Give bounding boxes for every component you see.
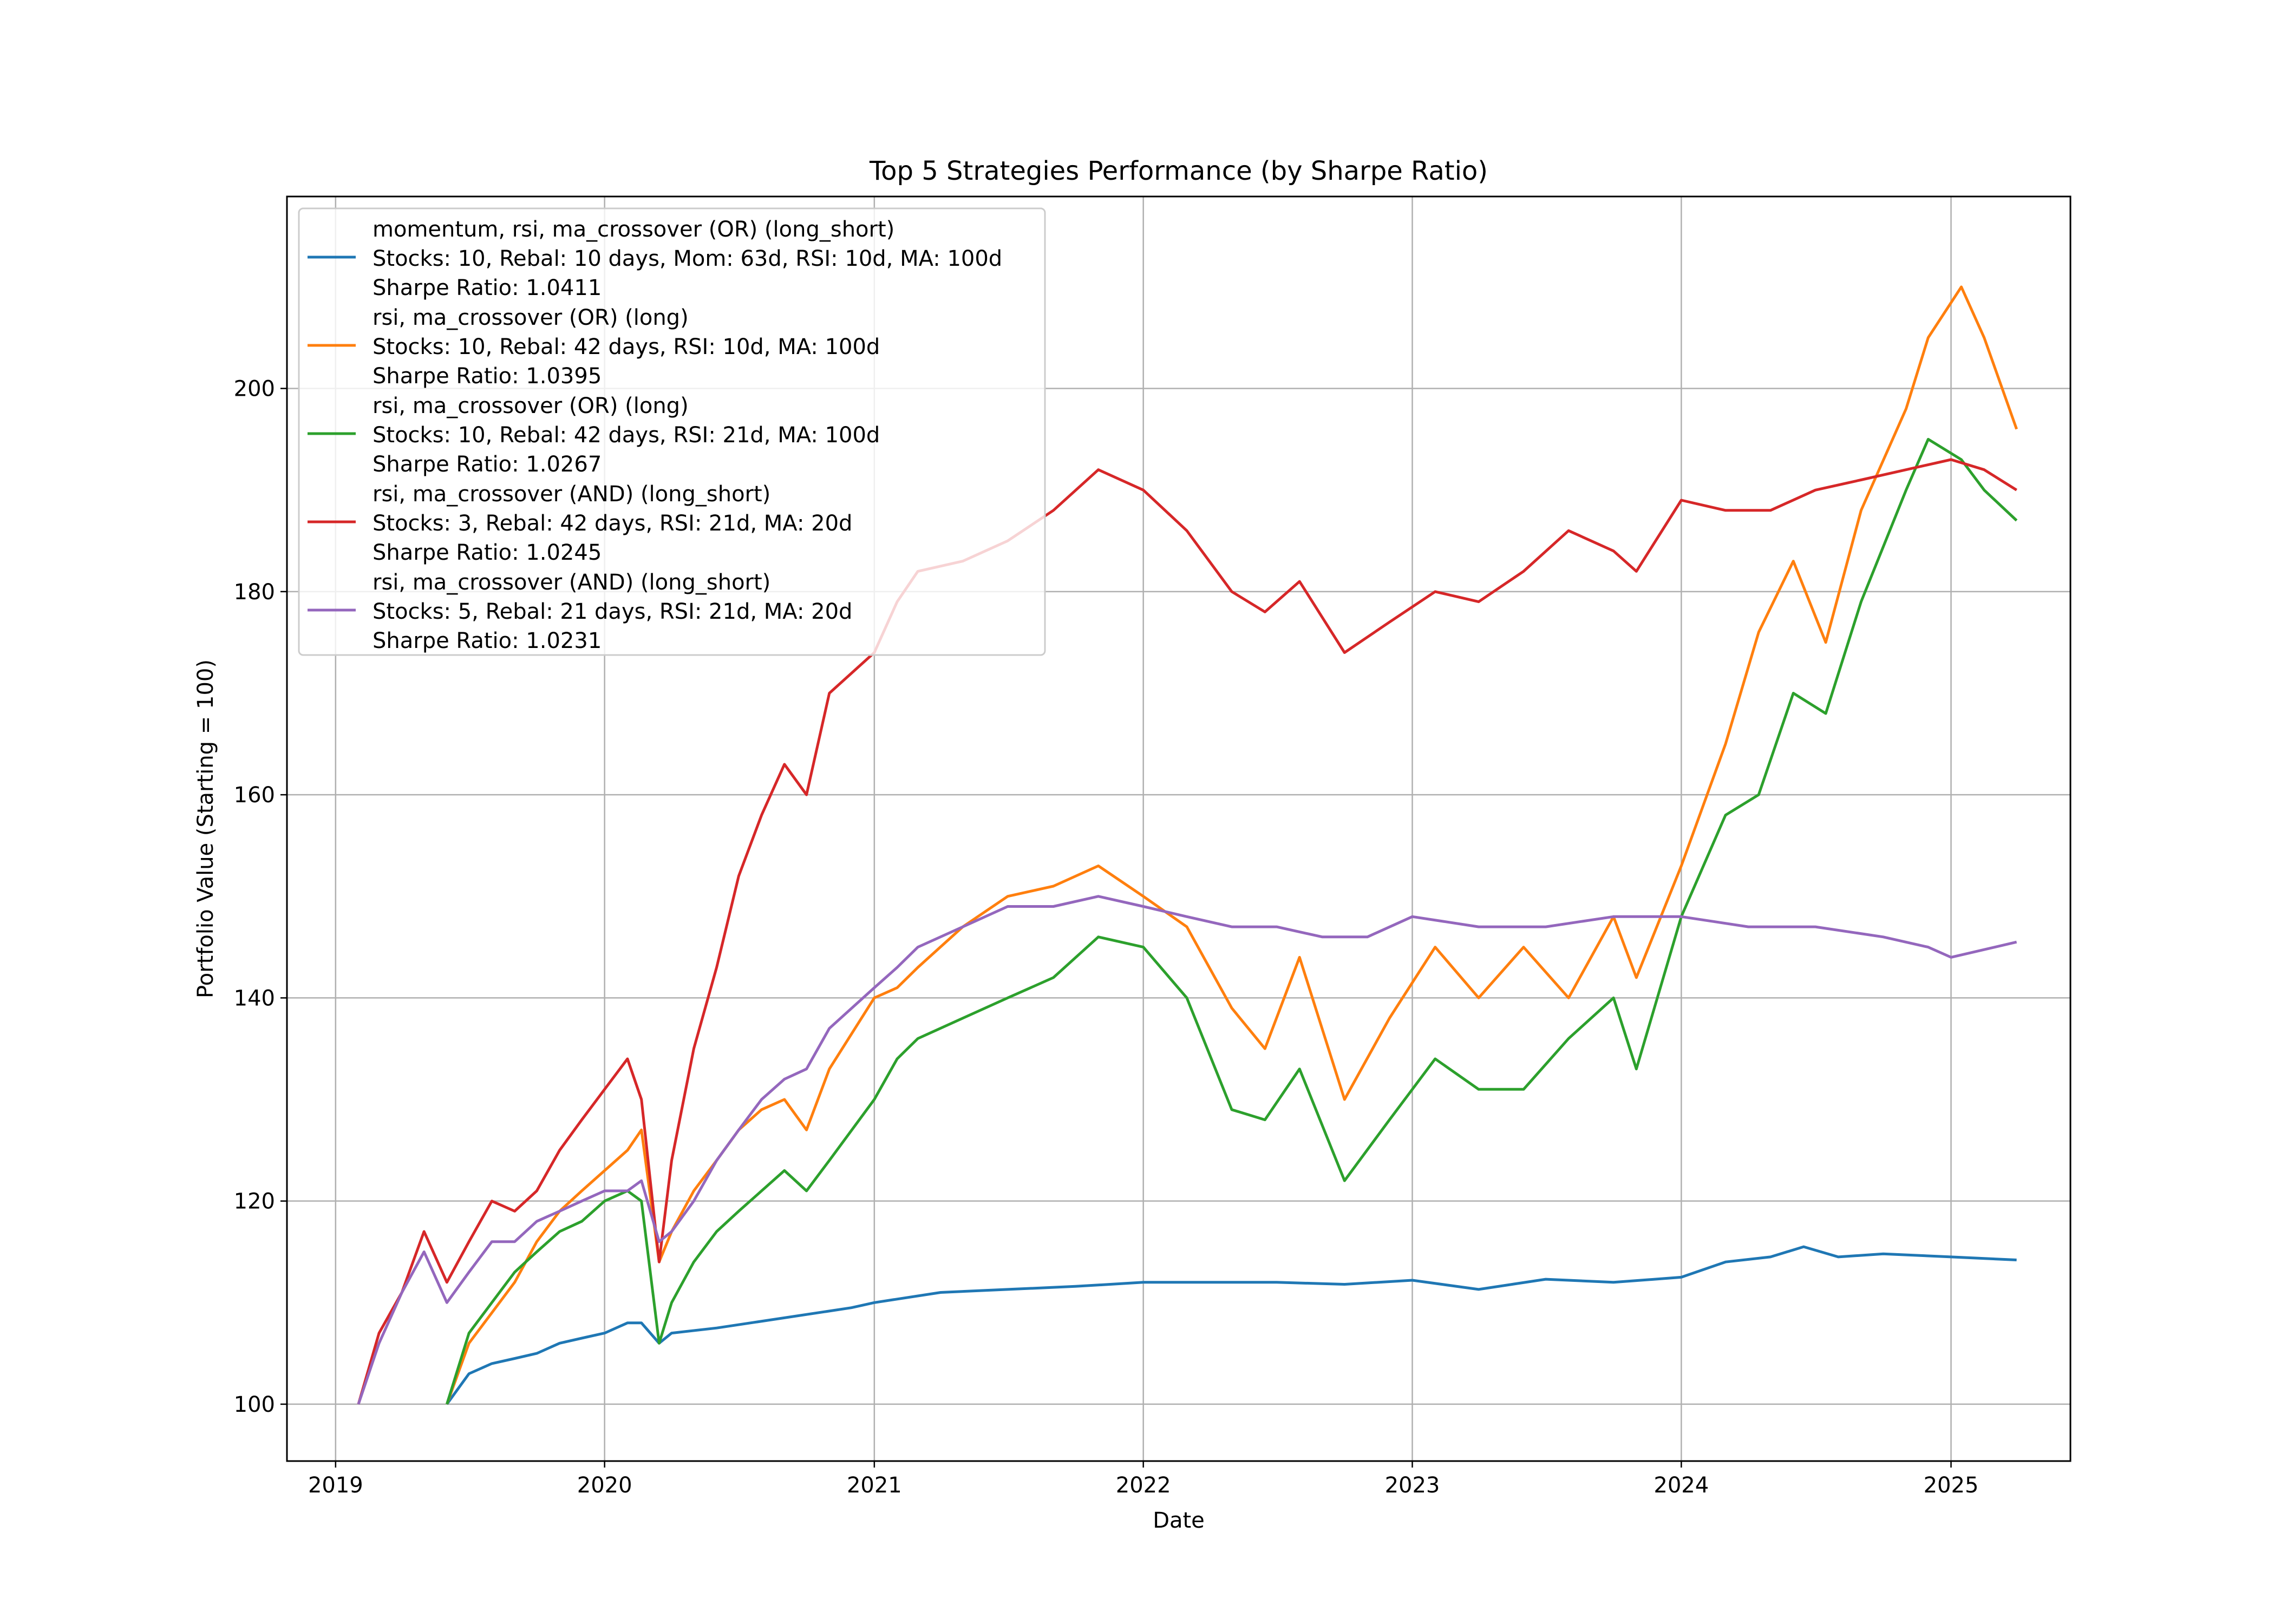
x-tick-label: 2022 (1116, 1473, 1171, 1498)
x-tick-label: 2025 (1924, 1473, 1979, 1498)
x-axis: 2019 2020 2021 2022 2023 2024 2025 (308, 1461, 1978, 1498)
axes-frame (286, 195, 2072, 1462)
series-line-5 (357, 895, 2017, 1405)
legend-entry-2: rsi, ma_crossover (OR) (long) Stocks: 10,… (373, 305, 880, 389)
series-line-1 (446, 1245, 2017, 1405)
x-tick-label: 2019 (308, 1473, 363, 1498)
legend-entry-4: rsi, ma_crossover (AND) (long_short) Stoc… (373, 482, 852, 565)
y-axis: 100 120 140 160 180 200 (234, 377, 287, 1417)
legend-entry-3: rsi, ma_crossover (OR) (long) Stocks: 10,… (373, 394, 880, 477)
y-tick-label: 140 (234, 986, 275, 1011)
x-tick-label: 2024 (1654, 1473, 1709, 1498)
y-tick-label: 120 (234, 1189, 275, 1214)
x-tick-label: 2020 (577, 1473, 632, 1498)
y-tick-label: 200 (234, 377, 275, 402)
y-tick-label: 180 (234, 580, 275, 605)
x-axis-label: Date (1153, 1508, 1205, 1533)
legend: momentum, rsi, ma_crossover (OR) (long_s… (298, 207, 1046, 656)
series-line-3 (446, 437, 2018, 1405)
legend-entry-5: rsi, ma_crossover (AND) (long_short) Stoc… (373, 570, 852, 653)
y-tick-label: 100 (234, 1392, 275, 1417)
chart-title: Top 5 Strategies Performance (by Sharpe … (869, 156, 1488, 186)
y-axis-label: Portfolio Value (Starting = 100) (193, 659, 218, 998)
legend-entry-1: momentum, rsi, ma_crossover (OR) (long_s… (373, 217, 1002, 300)
y-tick-label: 160 (234, 783, 275, 808)
legend-box (298, 207, 1046, 656)
series-line-2 (446, 285, 2018, 1405)
x-tick-label: 2023 (1385, 1473, 1440, 1498)
x-tick-label: 2021 (847, 1473, 902, 1498)
